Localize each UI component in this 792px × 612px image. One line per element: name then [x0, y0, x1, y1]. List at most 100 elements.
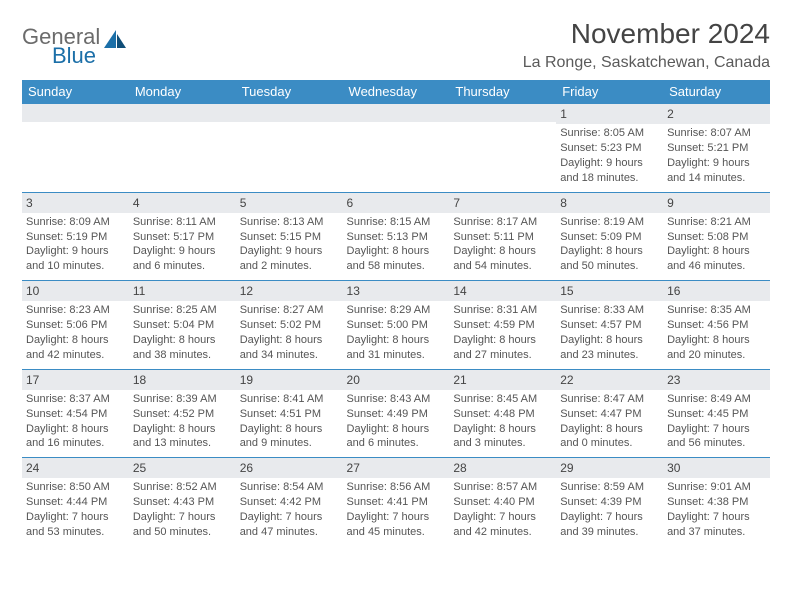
- sunset-text: Sunset: 4:45 PM: [667, 407, 766, 422]
- daylight-line2: and 20 minutes.: [667, 348, 766, 363]
- daylight-line2: and 38 minutes.: [133, 348, 232, 363]
- calendar-cell: [449, 104, 556, 193]
- daylight-line1: Daylight: 8 hours: [453, 333, 552, 348]
- day-number: [236, 104, 343, 122]
- sunrise-text: Sunrise: 8:29 AM: [347, 303, 446, 318]
- sunset-text: Sunset: 5:21 PM: [667, 141, 766, 156]
- day-number: 28: [449, 458, 556, 478]
- sunset-text: Sunset: 5:02 PM: [240, 318, 339, 333]
- daylight-line1: Daylight: 9 hours: [667, 156, 766, 171]
- calendar-cell: 18Sunrise: 8:39 AMSunset: 4:52 PMDayligh…: [129, 369, 236, 458]
- daylight-line1: Daylight: 8 hours: [667, 244, 766, 259]
- day-number: 1: [556, 104, 663, 124]
- day-number: 25: [129, 458, 236, 478]
- daylight-line1: Daylight: 8 hours: [453, 422, 552, 437]
- sunrise-text: Sunrise: 8:21 AM: [667, 215, 766, 230]
- daylight-line1: Daylight: 9 hours: [240, 244, 339, 259]
- day-number: 7: [449, 193, 556, 213]
- day-number: 15: [556, 281, 663, 301]
- header: General Blue November 2024 La Ronge, Sas…: [22, 18, 770, 72]
- calendar-cell: [129, 104, 236, 193]
- sunset-text: Sunset: 4:51 PM: [240, 407, 339, 422]
- calendar-row: 3Sunrise: 8:09 AMSunset: 5:19 PMDaylight…: [22, 192, 770, 281]
- daylight-line2: and 37 minutes.: [667, 525, 766, 540]
- daylight-line1: Daylight: 7 hours: [453, 510, 552, 525]
- day-number: 24: [22, 458, 129, 478]
- sunrise-text: Sunrise: 8:13 AM: [240, 215, 339, 230]
- daylight-line2: and 23 minutes.: [560, 348, 659, 363]
- daylight-line2: and 6 minutes.: [347, 436, 446, 451]
- calendar-cell: 30Sunrise: 9:01 AMSunset: 4:38 PMDayligh…: [663, 458, 770, 546]
- day-number: 5: [236, 193, 343, 213]
- calendar-row: 24Sunrise: 8:50 AMSunset: 4:44 PMDayligh…: [22, 458, 770, 546]
- daylight-line2: and 0 minutes.: [560, 436, 659, 451]
- sunset-text: Sunset: 4:59 PM: [453, 318, 552, 333]
- sunset-text: Sunset: 4:49 PM: [347, 407, 446, 422]
- daylight-line1: Daylight: 8 hours: [347, 333, 446, 348]
- sunrise-text: Sunrise: 8:57 AM: [453, 480, 552, 495]
- sunrise-text: Sunrise: 8:41 AM: [240, 392, 339, 407]
- daylight-line2: and 3 minutes.: [453, 436, 552, 451]
- day-number: 18: [129, 370, 236, 390]
- calendar-cell: 23Sunrise: 8:49 AMSunset: 4:45 PMDayligh…: [663, 369, 770, 458]
- calendar-cell: 12Sunrise: 8:27 AMSunset: 5:02 PMDayligh…: [236, 281, 343, 370]
- daylight-line2: and 47 minutes.: [240, 525, 339, 540]
- calendar-cell: 16Sunrise: 8:35 AMSunset: 4:56 PMDayligh…: [663, 281, 770, 370]
- daylight-line2: and 50 minutes.: [133, 525, 232, 540]
- daylight-line1: Daylight: 8 hours: [240, 422, 339, 437]
- calendar-cell: [343, 104, 450, 193]
- daylight-line1: Daylight: 8 hours: [26, 333, 125, 348]
- location: La Ronge, Saskatchewan, Canada: [523, 54, 770, 72]
- daylight-line2: and 42 minutes.: [453, 525, 552, 540]
- weekday-header: Tuesday: [236, 80, 343, 104]
- daylight-line1: Daylight: 8 hours: [560, 422, 659, 437]
- day-number: 4: [129, 193, 236, 213]
- daylight-line2: and 46 minutes.: [667, 259, 766, 274]
- sunset-text: Sunset: 5:13 PM: [347, 230, 446, 245]
- sunset-text: Sunset: 4:47 PM: [560, 407, 659, 422]
- sunset-text: Sunset: 4:44 PM: [26, 495, 125, 510]
- sunrise-text: Sunrise: 8:56 AM: [347, 480, 446, 495]
- daylight-line2: and 42 minutes.: [26, 348, 125, 363]
- sunrise-text: Sunrise: 8:33 AM: [560, 303, 659, 318]
- sunrise-text: Sunrise: 8:37 AM: [26, 392, 125, 407]
- daylight-line1: Daylight: 8 hours: [133, 422, 232, 437]
- sunset-text: Sunset: 4:39 PM: [560, 495, 659, 510]
- sunrise-text: Sunrise: 8:05 AM: [560, 126, 659, 141]
- calendar-cell: 19Sunrise: 8:41 AMSunset: 4:51 PMDayligh…: [236, 369, 343, 458]
- sunset-text: Sunset: 4:54 PM: [26, 407, 125, 422]
- calendar-cell: 21Sunrise: 8:45 AMSunset: 4:48 PMDayligh…: [449, 369, 556, 458]
- sunset-text: Sunset: 5:00 PM: [347, 318, 446, 333]
- daylight-line1: Daylight: 7 hours: [26, 510, 125, 525]
- daylight-line1: Daylight: 7 hours: [347, 510, 446, 525]
- calendar-table: Sunday Monday Tuesday Wednesday Thursday…: [22, 80, 770, 546]
- day-number: 3: [22, 193, 129, 213]
- day-number: 26: [236, 458, 343, 478]
- sunrise-text: Sunrise: 8:15 AM: [347, 215, 446, 230]
- calendar-cell: 10Sunrise: 8:23 AMSunset: 5:06 PMDayligh…: [22, 281, 129, 370]
- calendar-cell: 26Sunrise: 8:54 AMSunset: 4:42 PMDayligh…: [236, 458, 343, 546]
- sunrise-text: Sunrise: 8:39 AM: [133, 392, 232, 407]
- sunrise-text: Sunrise: 8:43 AM: [347, 392, 446, 407]
- daylight-line2: and 58 minutes.: [347, 259, 446, 274]
- calendar-cell: 7Sunrise: 8:17 AMSunset: 5:11 PMDaylight…: [449, 192, 556, 281]
- calendar-row: 1Sunrise: 8:05 AMSunset: 5:23 PMDaylight…: [22, 104, 770, 193]
- day-number: 14: [449, 281, 556, 301]
- calendar-cell: 27Sunrise: 8:56 AMSunset: 4:41 PMDayligh…: [343, 458, 450, 546]
- sunset-text: Sunset: 4:57 PM: [560, 318, 659, 333]
- daylight-line2: and 45 minutes.: [347, 525, 446, 540]
- sunrise-text: Sunrise: 8:49 AM: [667, 392, 766, 407]
- daylight-line1: Daylight: 8 hours: [667, 333, 766, 348]
- day-number: 16: [663, 281, 770, 301]
- daylight-line1: Daylight: 7 hours: [560, 510, 659, 525]
- sunrise-text: Sunrise: 8:52 AM: [133, 480, 232, 495]
- daylight-line2: and 53 minutes.: [26, 525, 125, 540]
- daylight-line1: Daylight: 9 hours: [26, 244, 125, 259]
- day-number: 13: [343, 281, 450, 301]
- day-number: 20: [343, 370, 450, 390]
- sunset-text: Sunset: 5:06 PM: [26, 318, 125, 333]
- title-block: November 2024 La Ronge, Saskatchewan, Ca…: [523, 18, 770, 72]
- weekday-header: Sunday: [22, 80, 129, 104]
- daylight-line2: and 56 minutes.: [667, 436, 766, 451]
- daylight-line2: and 31 minutes.: [347, 348, 446, 363]
